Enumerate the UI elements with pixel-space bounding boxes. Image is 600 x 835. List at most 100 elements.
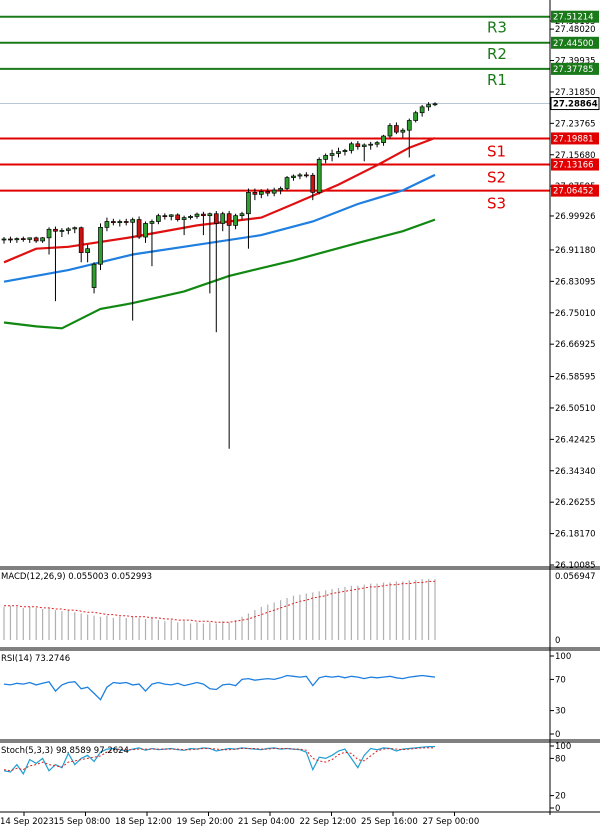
level-label-r1: R1 (487, 71, 507, 89)
price-tick-label: 27.15680 (555, 151, 596, 161)
price-tick-label: 26.91180 (555, 246, 596, 256)
rsi-label: RSI(14) 73.2746 (1, 654, 70, 664)
candle (14, 237, 20, 243)
candle (162, 213, 168, 220)
time-tick-label: 27 Sep 00:00 (423, 817, 480, 827)
candle (91, 262, 97, 294)
price-tick-label: 26.26255 (555, 498, 596, 508)
candle (130, 217, 136, 321)
candle (207, 212, 213, 294)
candle (194, 212, 200, 219)
candle (265, 188, 271, 197)
level-label-s2: S2 (487, 169, 506, 187)
macd-signal-line (4, 580, 435, 623)
time-tick-label: 19 Sep 20:00 (177, 817, 234, 827)
candle (381, 134, 386, 146)
time-tick-label: 14 Sep 2023 (0, 817, 54, 827)
price-tick-label: 26.75010 (555, 309, 596, 319)
price-tick-label: 27.39935 (555, 57, 596, 67)
candle (78, 226, 84, 263)
rsi-level-label: 70 (555, 675, 566, 685)
stoch-d-line (3, 747, 435, 772)
price-tick-label: 26.18170 (555, 530, 596, 540)
price-tick-label: 26.83095 (555, 277, 596, 287)
candle (329, 149, 335, 162)
candle (284, 176, 290, 191)
candle (168, 214, 174, 221)
candle (27, 237, 33, 243)
candle (368, 141, 374, 150)
candle (156, 213, 161, 225)
rsi-level-label: 30 (555, 707, 566, 717)
level-value-s1: 27.19881 (553, 134, 594, 144)
stoch-k-line (3, 746, 435, 776)
rsi-level-label: 0 (555, 730, 560, 740)
candle (188, 214, 193, 220)
level-value-r3: 27.51214 (553, 13, 594, 23)
candle (413, 110, 419, 123)
macd-scale-max: 0.056947 (555, 572, 596, 582)
level-label-s3: S3 (487, 195, 506, 213)
candles (1, 102, 438, 449)
candle (271, 187, 277, 197)
candle (85, 244, 90, 263)
level-label-r3: R3 (487, 19, 507, 37)
candle (143, 221, 148, 243)
candle (278, 186, 283, 195)
candle (426, 102, 431, 111)
ma-line-3 (3, 218, 436, 330)
candle (98, 223, 103, 271)
candle (20, 236, 26, 242)
level-value-s3: 27.06452 (553, 187, 594, 197)
candle (400, 128, 406, 138)
moving-averages (3, 136, 436, 330)
price-tick-label: 26.99926 (555, 212, 596, 222)
level-value-s2: 27.13166 (553, 161, 594, 171)
price-tick-label: 26.66925 (555, 340, 596, 350)
time-tick-label: 22 Sep 12:00 (300, 817, 357, 827)
stoch-level-label: 20 (555, 792, 566, 802)
candle (33, 236, 39, 243)
rsi-panel: RSI(14) 73.2746 (1, 654, 436, 701)
price-tick-label: 26.50510 (555, 404, 596, 414)
stoch-level-label: 0 (555, 804, 560, 814)
macd-panel: MACD(12,26,9) 0.055003 0.052993 (1, 572, 436, 640)
candle (111, 218, 116, 226)
rsi-line (3, 674, 436, 701)
level-label-r2: R2 (487, 45, 507, 63)
candle (136, 216, 142, 239)
macd-scale-zero: 0 (555, 636, 560, 646)
candle (53, 226, 58, 302)
candle (213, 211, 219, 333)
candle (252, 188, 258, 201)
candle (303, 172, 309, 178)
candle (336, 147, 341, 158)
macd-label: MACD(12,26,9) 0.055003 0.052993 (1, 572, 152, 582)
candle (226, 211, 232, 449)
candle (175, 213, 181, 222)
candle (220, 211, 226, 232)
candle (149, 219, 155, 267)
candle (181, 215, 187, 236)
candle (419, 104, 425, 117)
current-price-label: 27.28864 (553, 100, 598, 110)
candle (104, 217, 110, 232)
candle (40, 237, 45, 243)
candle (349, 141, 354, 154)
candle (1, 237, 7, 244)
candle (8, 236, 13, 243)
price-tick-label: 26.58595 (555, 373, 596, 383)
level-label-s1: S1 (487, 142, 506, 160)
candle (46, 227, 52, 255)
candle (310, 172, 316, 201)
level-value-r1: 27.37785 (553, 65, 594, 75)
price-tick-label: 26.42425 (555, 435, 596, 445)
candle (355, 141, 361, 150)
ma-line-2 (3, 173, 436, 283)
candle (239, 211, 245, 220)
candle (59, 228, 65, 238)
candle (323, 153, 328, 164)
time-tick-label: 18 Sep 12:00 (115, 817, 172, 827)
